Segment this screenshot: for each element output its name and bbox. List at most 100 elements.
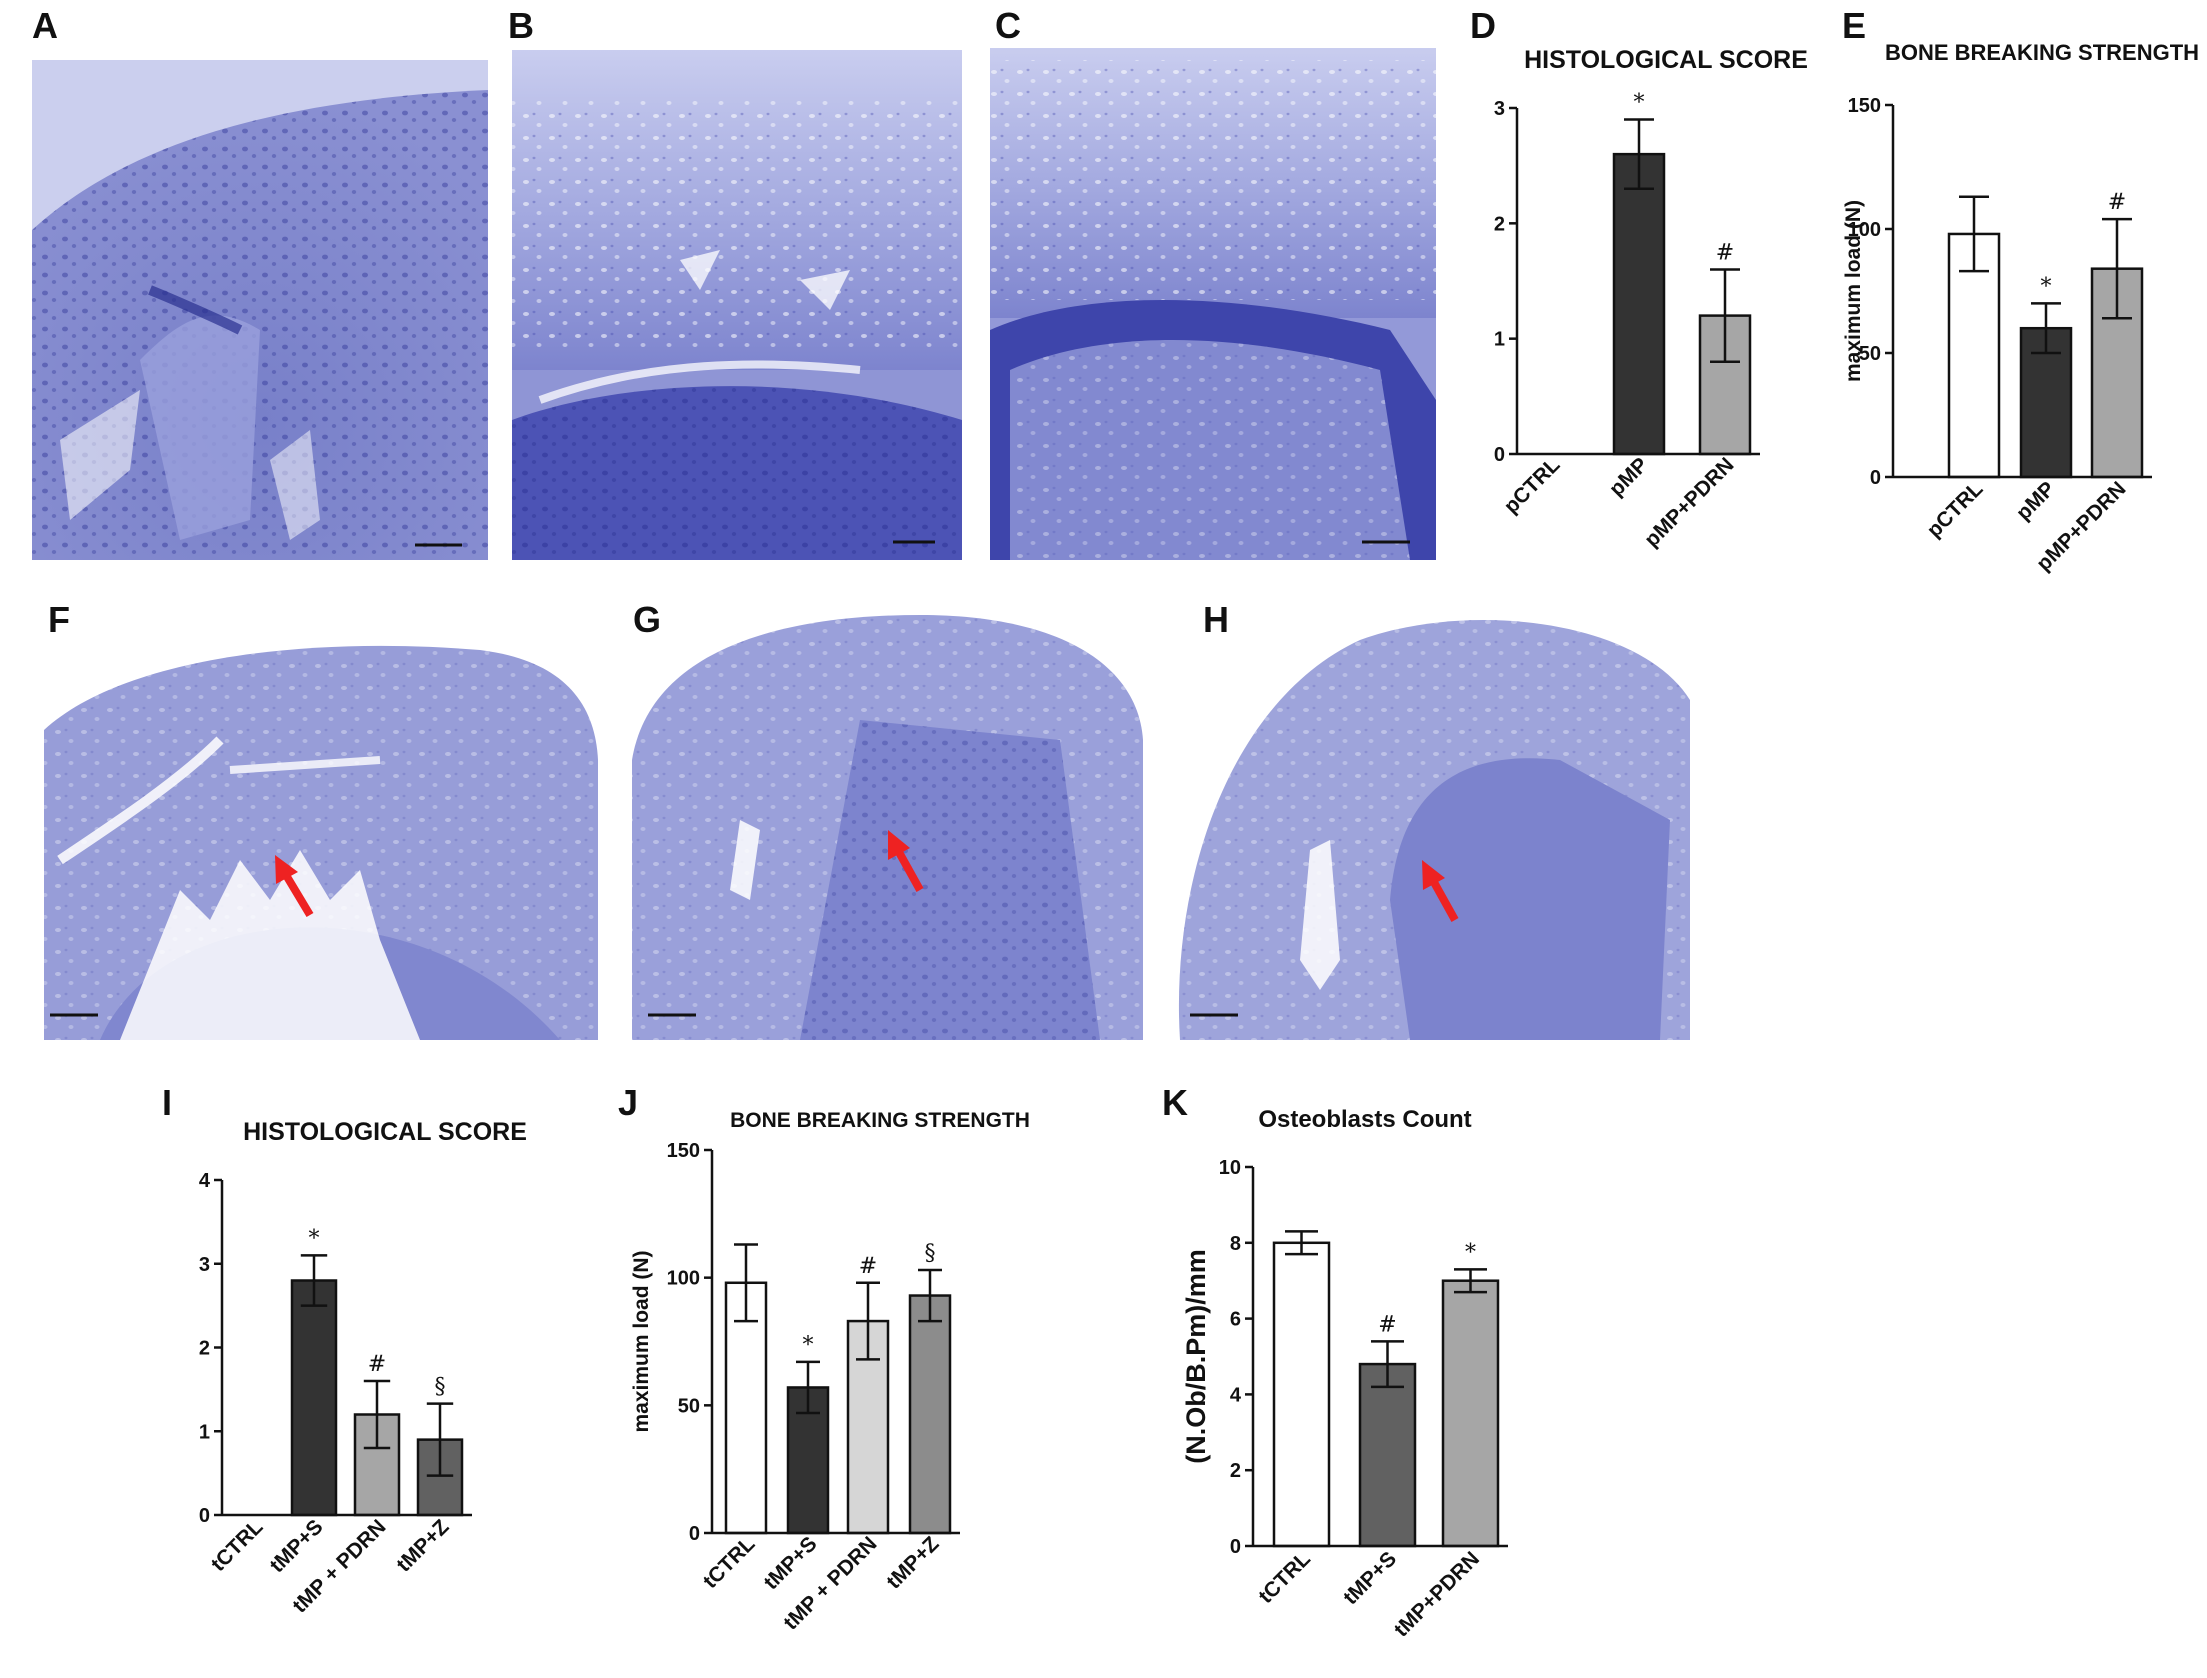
y-tick-label: 150 (667, 1140, 700, 1162)
y-tick-label: 2 (1494, 213, 1505, 235)
y-tick-label: 100 (1848, 219, 1881, 241)
error-bar (300, 1254, 328, 1307)
y-tick-label: 2 (199, 1338, 210, 1360)
y-tick-label: 0 (1230, 1536, 1241, 1558)
y-tick-label: 50 (678, 1395, 700, 1417)
bar (724, 1281, 768, 1535)
error-bar (796, 1360, 820, 1415)
y-tick-label: 0 (1494, 444, 1505, 466)
y-tick-label: 1 (1494, 329, 1505, 351)
error-bar (1285, 1230, 1318, 1256)
panel-letter-k: K (1162, 1082, 1188, 1123)
significance-marker: § (925, 1241, 936, 1266)
significance-marker: * (2041, 274, 2052, 299)
chart-title: HISTOLOGICAL SCORE (1524, 46, 1808, 74)
micrograph-c (990, 48, 1436, 560)
y-axis-label: maximum load (N) (1842, 200, 1865, 382)
error-bar (856, 1281, 880, 1361)
red-arrow-icon (1422, 860, 1459, 922)
chart-title: BONE BREAKING STRENGTH (730, 1109, 1030, 1132)
y-axis-label: maximum load (N) (630, 1250, 653, 1432)
panel-letter-d: D (1470, 5, 1496, 46)
category-label: pCTRL (1923, 477, 1988, 542)
significance-marker: # (1378, 1312, 1396, 1337)
panel-letter-e: E (1842, 5, 1866, 46)
y-tick-label: 3 (1494, 98, 1505, 120)
bar (1441, 1279, 1500, 1548)
category-label: pMP (1605, 453, 1653, 501)
error-bar (1624, 118, 1654, 190)
error-bar (1959, 195, 1989, 273)
y-tick-label: 3 (199, 1254, 210, 1276)
category-label: pCTRL (1500, 453, 1565, 518)
category-label: tMP+Z (392, 1515, 453, 1576)
panel-letter-a: A (32, 5, 58, 46)
bar (908, 1294, 952, 1535)
significance-marker: * (1465, 1240, 1476, 1265)
y-tick-label: 4 (199, 1170, 211, 1192)
red-arrow-icon (888, 830, 924, 892)
panel-letter-i: I (162, 1082, 172, 1123)
category-label: pMP (2012, 477, 2060, 525)
significance-marker: # (2108, 190, 2126, 215)
panel-letter-h: H (1203, 599, 1229, 640)
significance-marker: * (803, 1333, 814, 1358)
error-bar (1710, 268, 1740, 363)
bar (1358, 1362, 1417, 1548)
micrograph-g (632, 615, 1143, 1040)
category-label: tMP+S (265, 1515, 327, 1577)
y-axis-label: (N.Ob/B.Pm)/mm (1181, 1249, 1211, 1464)
significance-marker: * (309, 1226, 320, 1251)
significance-marker: # (859, 1254, 877, 1279)
y-tick-label: 6 (1230, 1309, 1241, 1331)
chart-j-bone-breaking-strength: BONE BREAKING STRENGTH maximum load (N) tC… (630, 1109, 1030, 1634)
chart-d-histological-score: HISTOLOGICAL SCORE pCTRL * pMP # pMP+PDRN 0 1 2 3 (1494, 46, 1808, 552)
panel-letter-g: G (633, 599, 661, 640)
significance-marker: # (1716, 240, 1734, 265)
y-tick-label: 0 (199, 1505, 210, 1527)
category-label: pMP+PDRN (1640, 453, 1738, 551)
error-bar (426, 1402, 454, 1477)
significance-marker: * (1634, 91, 1645, 116)
chart-title: BONE BREAKING STRENGTH (1885, 40, 2199, 65)
red-arrow-icon (275, 855, 314, 918)
error-bar (363, 1379, 391, 1450)
category-label: tCTRL (1254, 1547, 1315, 1608)
category-label: tMP+Z (882, 1532, 943, 1593)
significance-marker: § (435, 1375, 446, 1400)
y-tick-label: 2 (1230, 1460, 1241, 1482)
y-tick-label: 8 (1230, 1233, 1241, 1255)
bar (290, 1279, 338, 1517)
error-bar (1454, 1268, 1487, 1294)
micrograph-b (512, 50, 962, 560)
panel-letter-f: F (48, 599, 70, 640)
category-label: tMP+PDRN (1390, 1547, 1484, 1641)
chart-title: HISTOLOGICAL SCORE (243, 1118, 527, 1146)
error-bar (734, 1243, 758, 1323)
chart-title: Osteoblasts Count (1258, 1106, 1471, 1133)
micrograph-a (32, 60, 488, 560)
category-label: tCTRL (699, 1532, 760, 1593)
y-tick-label: 50 (1859, 343, 1881, 365)
y-tick-label: 10 (1219, 1157, 1241, 1179)
error-bar (1371, 1340, 1404, 1389)
micrograph-h (1178, 620, 1690, 1040)
error-bar (918, 1268, 942, 1323)
y-tick-label: 4 (1230, 1384, 1242, 1406)
chart-e-bone-breaking-strength: BONE BREAKING STRENGTH maximum load (N) pC… (1842, 40, 2199, 576)
chart-k-osteoblasts-count: Osteoblasts Count (N.Ob/B.Pm)/mm tCTRL # tMP… (1181, 1106, 1508, 1642)
y-tick-label: 0 (689, 1523, 700, 1545)
bar (1272, 1241, 1331, 1548)
bar (1947, 232, 2001, 479)
category-label: tMP+S (1339, 1547, 1401, 1609)
panel-letter-j: J (618, 1082, 638, 1123)
micrograph-f (44, 645, 598, 1040)
y-tick-label: 0 (1870, 467, 1881, 489)
panel-letter-c: C (995, 5, 1021, 46)
error-bar (2031, 302, 2061, 355)
y-tick-label: 1 (199, 1421, 210, 1443)
y-tick-label: 100 (667, 1268, 700, 1290)
category-label: tCTRL (207, 1515, 268, 1576)
